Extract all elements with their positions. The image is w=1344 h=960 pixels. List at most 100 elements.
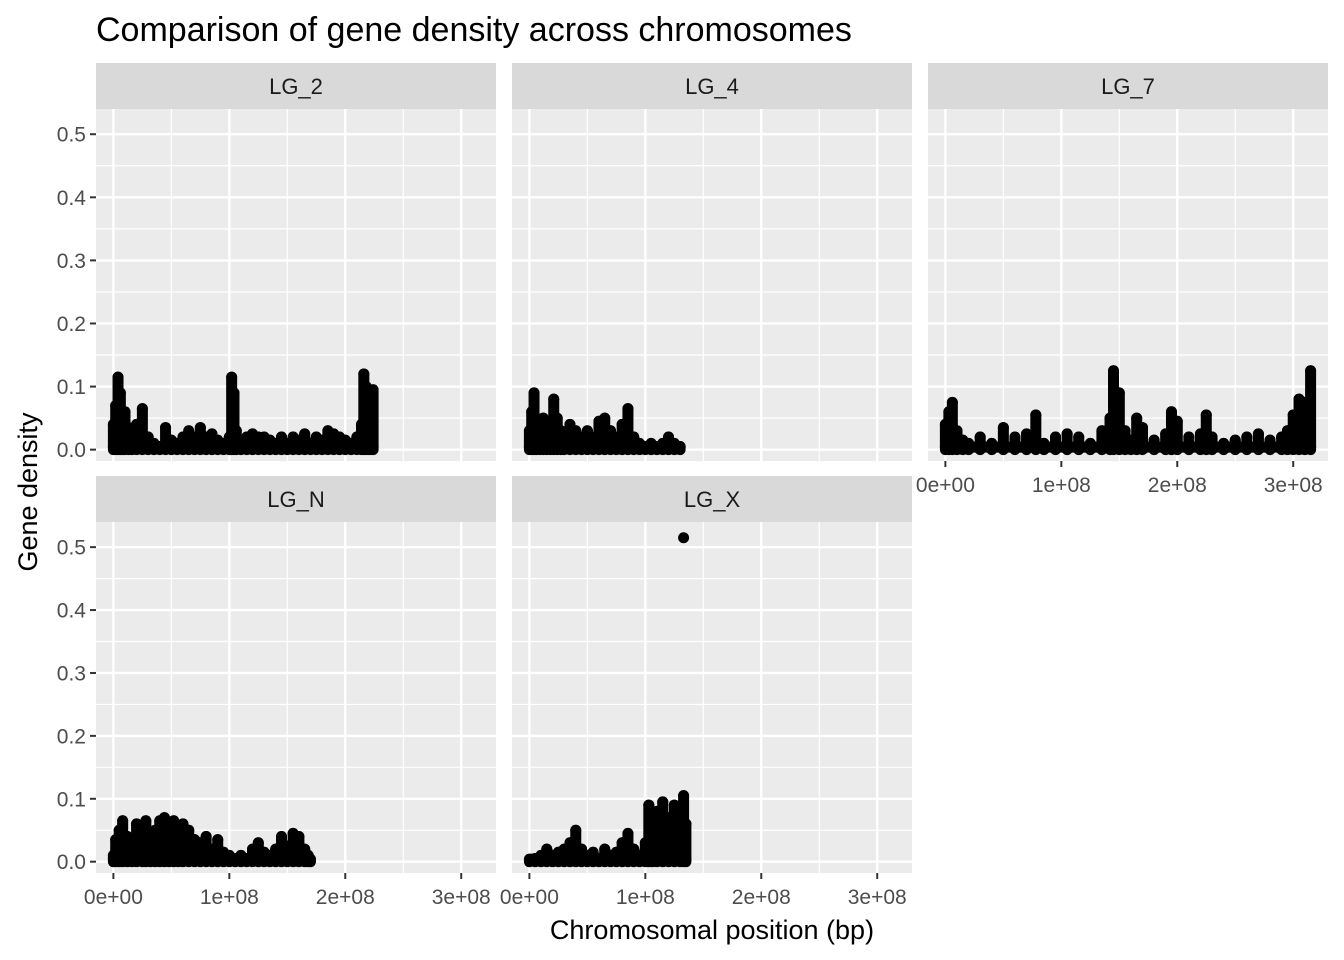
data-point bbox=[1050, 431, 1062, 443]
data-points bbox=[939, 365, 1317, 456]
facet-panel-lg-7: LG_7 0e+00 1e+08 2e+08 3e+08 bbox=[916, 63, 1328, 497]
data-point bbox=[1021, 428, 1033, 440]
data-point bbox=[657, 796, 669, 808]
data-point bbox=[622, 827, 634, 839]
data-points bbox=[107, 368, 379, 456]
data-point bbox=[1206, 431, 1218, 443]
data-point bbox=[158, 812, 170, 824]
data-point bbox=[1009, 431, 1021, 443]
data-point bbox=[299, 428, 311, 440]
data-point-outlier bbox=[678, 532, 690, 544]
data-point bbox=[168, 815, 180, 827]
facet-strip-label: LG_7 bbox=[1101, 74, 1155, 99]
x-tick-label: 3e+08 bbox=[1264, 474, 1323, 497]
data-point bbox=[678, 790, 690, 802]
data-point bbox=[1136, 422, 1148, 434]
data-point bbox=[1030, 409, 1042, 421]
data-point bbox=[160, 422, 172, 434]
facet-strip bbox=[96, 476, 496, 522]
data-point bbox=[668, 799, 680, 811]
x-tick-label: 1e+08 bbox=[1032, 474, 1091, 497]
data-point bbox=[1252, 428, 1264, 440]
x-tick-label: 0e+00 bbox=[84, 886, 143, 909]
data-point bbox=[293, 831, 305, 843]
data-point bbox=[1183, 431, 1195, 443]
data-point bbox=[228, 387, 240, 399]
x-tick-label: 0e+00 bbox=[916, 474, 975, 497]
facet-panel-lg-x: LG_X 0e+00 1e+08 2e+08 3e+08 bbox=[500, 476, 912, 909]
y-tick-label: 0.4 bbox=[57, 600, 87, 623]
data-point bbox=[140, 815, 152, 827]
y-tick-label: 0.0 bbox=[57, 439, 86, 462]
data-point bbox=[1200, 409, 1212, 421]
data-point bbox=[200, 831, 212, 843]
data-point bbox=[276, 831, 288, 843]
data-point bbox=[997, 422, 1009, 434]
x-tick-label: 0e+00 bbox=[500, 886, 559, 909]
data-point bbox=[1119, 425, 1131, 437]
x-tick-label: 1e+08 bbox=[200, 886, 259, 909]
facet-strip bbox=[512, 63, 912, 109]
x-tick-label: 2e+08 bbox=[1148, 474, 1207, 497]
panel-background bbox=[928, 109, 1328, 461]
data-point bbox=[114, 387, 126, 399]
facet-strip-label: LG_N bbox=[267, 487, 324, 512]
data-point bbox=[1131, 412, 1143, 424]
data-points bbox=[523, 387, 686, 456]
y-tick-label: 0.0 bbox=[57, 851, 86, 874]
y-axis-title: Gene density bbox=[13, 412, 43, 572]
y-tick-label: 0.5 bbox=[57, 537, 86, 560]
data-point bbox=[951, 425, 963, 437]
y-tick-label: 0.1 bbox=[57, 376, 86, 399]
facet-strip bbox=[96, 63, 496, 109]
panel-background bbox=[96, 109, 496, 461]
data-point bbox=[226, 371, 238, 383]
data-point bbox=[974, 431, 986, 443]
data-point bbox=[643, 799, 655, 811]
data-point bbox=[252, 837, 264, 849]
data-point bbox=[946, 396, 958, 408]
data-points bbox=[107, 812, 316, 868]
data-point bbox=[367, 384, 379, 396]
data-point bbox=[622, 403, 634, 415]
facet-strip-label: LG_X bbox=[684, 487, 741, 512]
y-tick-label: 0.1 bbox=[57, 788, 86, 811]
data-point bbox=[1061, 428, 1073, 440]
facet-panel-lg-4: LG_4 bbox=[512, 63, 912, 461]
data-point bbox=[194, 422, 206, 434]
data-point bbox=[117, 815, 129, 827]
data-point bbox=[1113, 387, 1125, 399]
data-point bbox=[1241, 431, 1253, 443]
data-point bbox=[131, 818, 143, 830]
data-point bbox=[112, 371, 124, 383]
panel-background bbox=[512, 109, 912, 461]
data-point bbox=[680, 818, 692, 830]
x-tick-label: 2e+08 bbox=[316, 886, 375, 909]
panels-layer: LG_2 0.0 0.1 0.2 0.3 0.4 0.5 LG_4 LG_7 0e+00 1e+08… bbox=[57, 63, 1328, 909]
y-tick-label: 0.2 bbox=[57, 313, 86, 336]
data-point bbox=[1165, 406, 1177, 418]
data-point bbox=[1108, 365, 1120, 377]
data-point bbox=[551, 412, 563, 424]
data-point bbox=[358, 368, 370, 380]
data-point bbox=[548, 393, 560, 405]
facet-strip-label: LG_2 bbox=[269, 74, 323, 99]
x-tick-label: 2e+08 bbox=[732, 886, 791, 909]
data-point bbox=[183, 824, 195, 836]
data-point bbox=[136, 403, 148, 415]
y-tick-label: 0.2 bbox=[57, 725, 86, 748]
data-point bbox=[528, 387, 540, 399]
panel-background bbox=[512, 522, 912, 873]
data-point bbox=[212, 834, 224, 846]
x-tick-label: 1e+08 bbox=[616, 886, 675, 909]
y-tick-label: 0.3 bbox=[57, 662, 86, 685]
y-tick-label: 0.5 bbox=[57, 124, 86, 147]
data-point bbox=[119, 406, 131, 418]
facet-strip bbox=[512, 476, 912, 522]
data-point bbox=[570, 824, 582, 836]
x-tick-label: 3e+08 bbox=[432, 886, 491, 909]
x-tick-label: 3e+08 bbox=[848, 886, 907, 909]
x-axis-title: Chromosomal position (bp) bbox=[550, 915, 874, 945]
